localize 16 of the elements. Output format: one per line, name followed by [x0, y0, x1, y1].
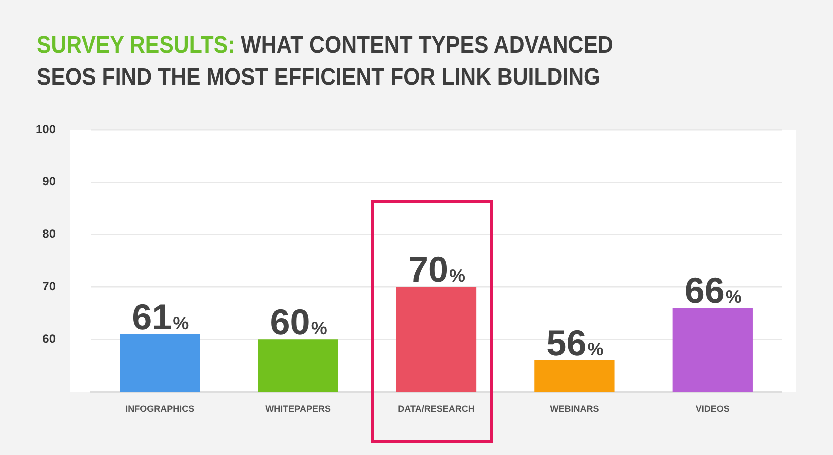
y-tick-label: 90: [42, 174, 56, 189]
x-tick-label: VIDEOS: [696, 404, 730, 414]
y-tick-label: 60: [42, 332, 56, 346]
data-label: 70%: [408, 249, 466, 290]
x-tick-label: DATA/RESEARCH: [398, 404, 475, 414]
data-label: 56%: [546, 322, 604, 364]
y-tick-label: 70: [42, 280, 56, 294]
data-label: 60%: [270, 302, 328, 343]
x-tick-label: INFOGRAPHICS: [126, 404, 195, 414]
data-label: 61%: [132, 296, 190, 338]
x-tick-label: WEBINARS: [550, 404, 600, 414]
y-tick-label: 100: [36, 122, 56, 136]
chart-title: SURVEY RESULTS: WHAT CONTENT TYPES ADVANCED SEOS FIND THE MOST EFFICIENT FOR LINK BUILDING: [37, 31, 614, 93]
y-tick-label: 80: [42, 227, 56, 242]
data-label: 66%: [684, 270, 742, 312]
x-tick-label: WHITEPAPERS: [266, 404, 331, 414]
